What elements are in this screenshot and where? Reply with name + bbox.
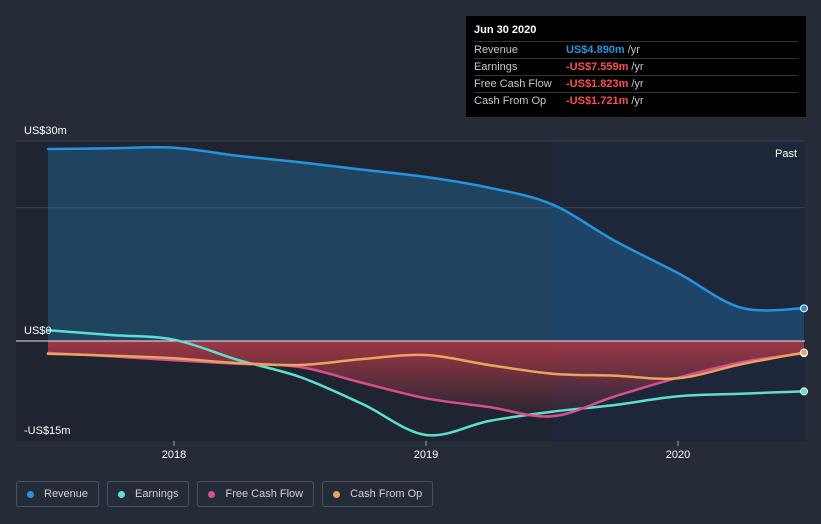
x-tick-label: 2020 (666, 449, 690, 461)
tooltip-value: -US$7.559m (566, 61, 629, 73)
tooltip-row-cash-from-op: Cash From Op -US$1.721m /yr (474, 92, 798, 109)
tooltip-unit: /yr (631, 61, 644, 73)
legend-item-cash-from-op[interactable]: Cash From Op (322, 481, 434, 507)
tooltip-row-revenue: Revenue US$4.890m /yr (474, 41, 798, 58)
legend-label: Cash From Op (350, 488, 423, 500)
revenue-area (48, 147, 804, 341)
series-line-revenue (46, 145, 806, 312)
y-tick-label: -US$15m (24, 425, 70, 437)
legend-item-earnings[interactable]: Earnings (107, 481, 190, 507)
legend-label: Earnings (135, 488, 179, 500)
tooltip-label: Free Cash Flow (474, 78, 552, 90)
series-line-cash-from-op (46, 351, 806, 381)
end-marker-cash-from-op (800, 348, 808, 357)
tooltip-date: Jun 30 2020 (474, 24, 537, 36)
y-tick-label: US$30m (24, 125, 67, 137)
x-tick-label: 2019 (414, 449, 438, 461)
tooltip-label: Revenue (474, 44, 519, 56)
tooltip-value: -US$1.721m (566, 95, 629, 107)
x-tick-label: 2018 (162, 449, 186, 461)
legend-item-revenue[interactable]: Revenue (16, 481, 100, 507)
tooltip-unit: /yr (631, 78, 644, 90)
tooltip-value: -US$1.823m (566, 78, 629, 90)
tooltip-unit: /yr (631, 95, 644, 107)
tooltip-row-free-cash-flow: Free Cash Flow -US$1.823m /yr (474, 75, 798, 92)
legend-label: Revenue (44, 488, 89, 500)
series-line-earnings (46, 329, 806, 437)
end-marker-earnings (800, 387, 808, 396)
tooltip-value: US$4.890m (566, 44, 625, 56)
tooltip-label: Earnings (474, 61, 518, 73)
tooltip: Jun 30 2020 Revenue US$4.890m /yr Earnin… (466, 16, 806, 117)
tooltip-unit: /yr (627, 44, 640, 56)
tooltip-label: Cash From Op (474, 95, 547, 107)
tooltip-row-earnings: Earnings -US$7.559m /yr (474, 58, 798, 75)
y-tick-label: US$0 (24, 325, 52, 337)
legend-dot-icon (118, 490, 126, 498)
past-label: Past (775, 148, 797, 160)
legend-item-free-cash-flow[interactable]: Free Cash Flow (197, 481, 315, 507)
legend-dot-icon (333, 490, 341, 498)
legend-dot-icon (27, 490, 34, 498)
end-marker-revenue (800, 304, 808, 313)
legend: Revenue Earnings Free Cash Flow Cash Fro… (16, 481, 441, 507)
legend-dot-icon (208, 490, 216, 498)
legend-label: Free Cash Flow (225, 488, 304, 500)
